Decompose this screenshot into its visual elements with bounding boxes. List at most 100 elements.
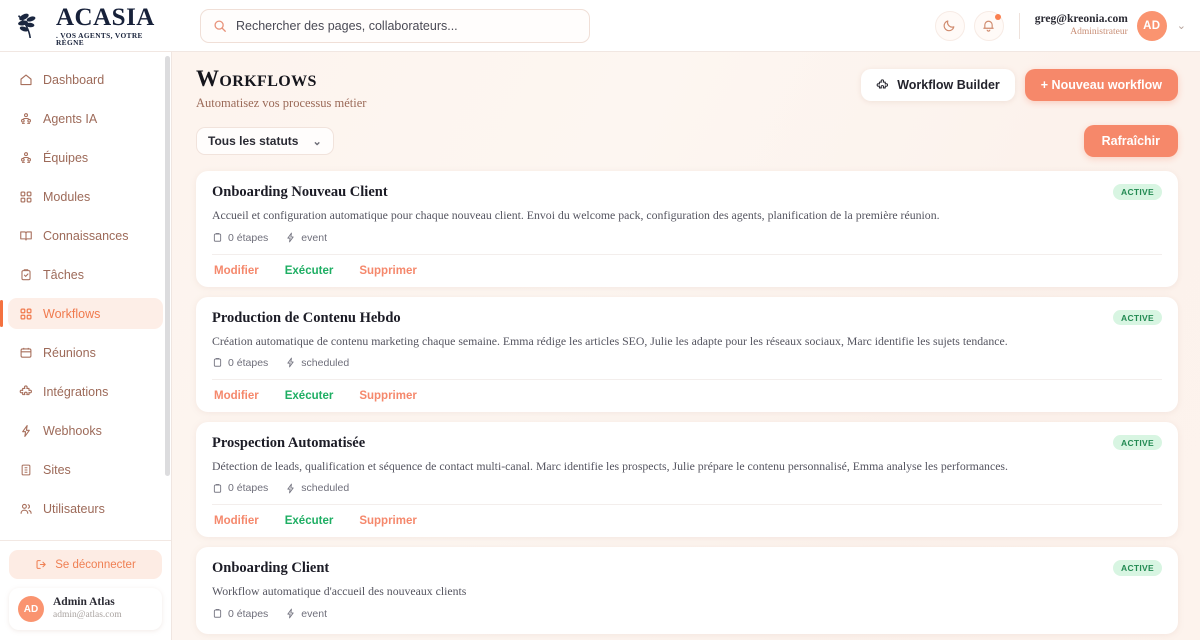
trigger-meta: event (285, 232, 327, 244)
workflow-card[interactable]: Onboarding Client ACTIVE Workflow automa… (196, 547, 1178, 634)
zap-icon (285, 608, 296, 619)
workflow-builder-button[interactable]: Workflow Builder (861, 69, 1015, 101)
avatar: AD (18, 596, 44, 622)
notification-badge-dot (994, 13, 1001, 20)
trigger-meta: scheduled (285, 482, 349, 494)
status-badge: ACTIVE (1113, 309, 1162, 326)
page-subtitle: Automatisez vos processus métier (196, 96, 367, 111)
sidebar-item-integrations[interactable]: Intégrations (8, 376, 163, 407)
sidebar-item-label: Équipes (43, 150, 89, 165)
workflow-title: Prospection Automatisée (212, 434, 366, 451)
refresh-label: Rafraîchir (1101, 134, 1160, 149)
trigger-label: scheduled (301, 482, 350, 495)
clipboard-check-icon (18, 267, 33, 282)
delete-action[interactable]: Supprimer (359, 389, 417, 402)
steps-meta: 0 étapes (212, 608, 268, 620)
search-input[interactable]: Rechercher des pages, collaborateurs... (200, 8, 590, 43)
workflow-builder-label: Workflow Builder (897, 78, 1000, 92)
page-title: Workflows (196, 66, 317, 91)
workflow-description: Création automatique de contenu marketin… (212, 333, 1008, 348)
profile-email: admin@atlas.com (53, 610, 122, 621)
theme-toggle-button[interactable] (934, 10, 965, 41)
workflow-card[interactable]: Production de Contenu Hebdo ACTIVE Créat… (196, 296, 1178, 412)
divider (1018, 12, 1020, 39)
workflow-meta: 0 étapes event (212, 608, 1162, 620)
edit-action[interactable]: Modifier (214, 515, 259, 528)
new-workflow-button[interactable]: + Nouveau workflow (1024, 69, 1178, 101)
sidebar-item-label: Intégrations (43, 384, 109, 399)
edit-action[interactable]: Modifier (214, 389, 259, 402)
sidebar-item-label: Workflows (43, 306, 101, 321)
book-open-icon (18, 228, 33, 243)
user-menu[interactable]: greg@kreonia.com Administrateur AD ⌄ (1034, 10, 1186, 41)
workflow-list: Onboarding Nouveau Client ACTIVE Accueil… (196, 171, 1178, 634)
workflow-description: Workflow automatique d'accueil des nouve… (212, 584, 467, 599)
brand-tagline: . VOS AGENTS, VOTRE RÈGNE (56, 30, 143, 47)
workflow-actions: Modifier Exécuter Supprimer (212, 253, 1162, 287)
refresh-button[interactable]: Rafraîchir (1083, 125, 1178, 158)
clipboard-icon (212, 357, 223, 368)
sidebar-item-label: Tâches (43, 267, 84, 282)
workflow-title: Onboarding Client (212, 560, 330, 577)
sidebar-item-webhooks[interactable]: Webhooks (8, 415, 163, 446)
sidebar-item-workflows[interactable]: Workflows (0, 298, 163, 329)
run-action[interactable]: Exécuter (284, 515, 334, 528)
sidebar-item-equipes[interactable]: Équipes (8, 142, 163, 173)
sidebar-item-agents-ia[interactable]: Agents IA (8, 103, 163, 134)
notifications-button[interactable] (973, 10, 1004, 41)
search-placeholder: Rechercher des pages, collaborateurs... (236, 18, 458, 33)
sidebar-item-label: Réunions (43, 345, 96, 360)
delete-action[interactable]: Supprimer (359, 515, 417, 528)
search-icon (213, 19, 227, 33)
status-badge: ACTIVE (1113, 560, 1162, 576)
workflow-card[interactable]: Prospection Automatisée ACTIVE Détection… (196, 421, 1178, 538)
chevron-down-icon: ⌄ (312, 135, 322, 148)
workflow-description: Détection de leads, qualification et séq… (212, 458, 1008, 473)
logout-button[interactable]: Se déconnecter (9, 550, 162, 579)
sidebar-item-taches[interactable]: Tâches (8, 259, 163, 290)
grid-dots-icon (18, 189, 33, 204)
users-group-icon (18, 150, 33, 165)
steps-meta: 0 étapes (212, 482, 268, 494)
sidebar-scrollbar[interactable] (165, 56, 170, 476)
status-filter-select[interactable]: Tous les statuts ⌄ (196, 127, 334, 156)
brand-logo[interactable]: ACASIA . VOS AGENTS, VOTRE RÈGNE (10, 5, 172, 47)
run-action[interactable]: Exécuter (284, 389, 334, 402)
sidebar-item-dashboard[interactable]: Dashboard (8, 64, 163, 95)
workflow-card[interactable]: Onboarding Nouveau Client ACTIVE Accueil… (196, 171, 1178, 287)
sidebar-item-reunions[interactable]: Réunions (8, 337, 163, 368)
sidebar-item-label: Connaissances (43, 228, 129, 243)
zap-icon (18, 423, 33, 438)
sidebar-profile-card[interactable]: AD Admin Atlas admin@atlas.com (9, 588, 162, 630)
sidebar-item-modules[interactable]: Modules (8, 181, 163, 212)
page-header-actions: Workflow Builder + Nouveau workflow (861, 66, 1178, 101)
chevron-down-icon: ⌄ (1176, 20, 1186, 32)
user-email: greg@kreonia.com (1034, 13, 1128, 26)
zap-icon (285, 357, 296, 368)
puzzle-icon (18, 384, 33, 399)
trigger-label: event (301, 231, 327, 244)
steps-label: 0 étapes (228, 607, 269, 620)
grid-dots-icon (18, 306, 33, 321)
workflow-meta: 0 étapes scheduled (212, 357, 1162, 369)
sidebar-item-label: Utilisateurs (43, 501, 105, 516)
users-icon (18, 501, 33, 516)
run-action[interactable]: Exécuter (284, 264, 334, 277)
sidebar-item-connaissances[interactable]: Connaissances (8, 220, 163, 251)
trigger-meta: event (285, 608, 327, 620)
sidebar-item-utilisateurs[interactable]: Utilisateurs (8, 493, 163, 524)
moon-icon (942, 18, 957, 33)
workflow-meta: 0 étapes event (212, 232, 1162, 244)
clipboard-icon (212, 608, 223, 619)
workflow-title: Onboarding Nouveau Client (212, 184, 388, 201)
steps-label: 0 étapes (228, 231, 269, 244)
delete-action[interactable]: Supprimer (359, 264, 417, 277)
steps-meta: 0 étapes (212, 357, 268, 369)
sidebar-item-sites[interactable]: Sites (8, 454, 163, 485)
sidebar-nav: Dashboard Agents IA Équipes (0, 52, 171, 540)
edit-action[interactable]: Modifier (214, 264, 259, 277)
user-role: Administrateur (1070, 26, 1128, 37)
new-workflow-label: + Nouveau workflow (1040, 78, 1162, 92)
sidebar-item-label: Dashboard (43, 72, 105, 87)
